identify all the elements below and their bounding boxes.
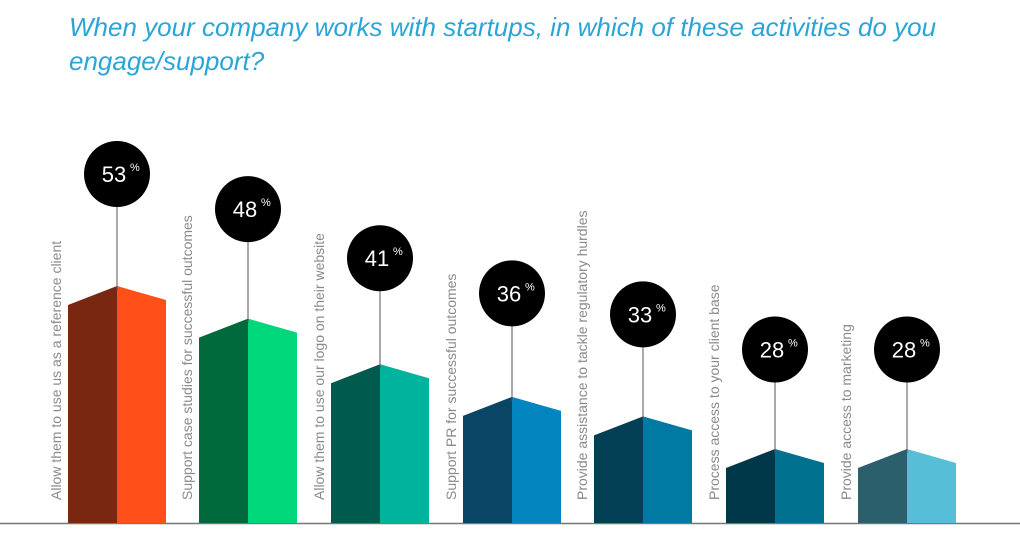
bar-left-face (726, 449, 775, 523)
value-bubble (742, 316, 808, 383)
bar-right-face (117, 286, 166, 523)
category-label: Support PR for successful outcomes (443, 274, 459, 500)
value-unit: % (130, 162, 140, 174)
value-unit: % (525, 281, 535, 293)
value-label: 48 (233, 197, 257, 222)
category-label: Support case studies for successful outc… (179, 215, 195, 500)
value-unit: % (788, 338, 798, 350)
bar-right-face (380, 364, 429, 523)
value-unit: % (920, 338, 930, 350)
bar-left-face (68, 286, 117, 523)
bar-right-face (643, 416, 692, 523)
category-label: Provide assistance to tackle regulatory … (574, 211, 590, 500)
category-label: Allow them to use our logo on their webs… (311, 233, 327, 500)
bar-left-face (594, 416, 643, 523)
value-unit: % (393, 246, 403, 258)
value-bubble (84, 141, 150, 207)
value-label: 28 (760, 338, 784, 363)
bar-right-face (775, 449, 824, 523)
bar-right-face (248, 318, 297, 523)
category-label: Provide access to marketing (838, 324, 854, 500)
bar-left-face (331, 364, 380, 523)
value-unit: % (261, 197, 271, 209)
value-label: 36 (497, 281, 521, 306)
value-label: 53 (102, 162, 126, 187)
bar-left-face (858, 449, 907, 523)
value-bubble (610, 281, 676, 348)
value-bubble (479, 260, 545, 327)
value-bubble (215, 176, 281, 243)
value-bubble (347, 225, 413, 292)
value-unit: % (656, 302, 666, 314)
value-label: 33 (628, 302, 652, 327)
value-label: 28 (892, 338, 916, 363)
bar-right-face (512, 396, 561, 523)
chart-title: When your company works with startups, i… (69, 12, 937, 76)
bar-right-face (907, 449, 956, 523)
value-bubble (874, 316, 940, 383)
bar-left-face (199, 318, 248, 523)
bar-left-face (463, 396, 512, 523)
category-label: Allow them to use us as a reference clie… (48, 241, 64, 500)
category-label: Process access to your client base (706, 284, 722, 500)
value-label: 41 (365, 246, 389, 271)
